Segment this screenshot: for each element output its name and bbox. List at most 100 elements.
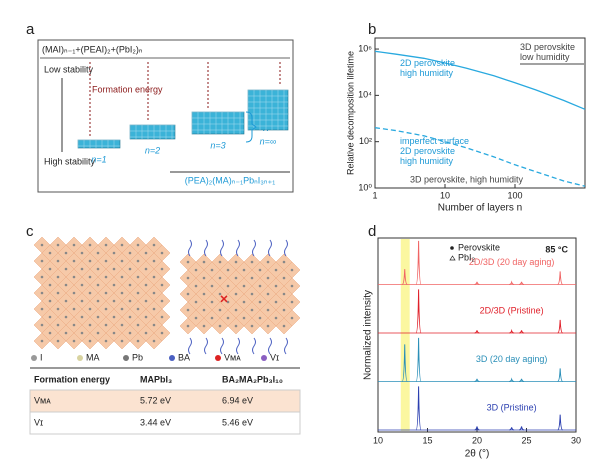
panel-c-drawing: × I MA Pb BA Vᴍᴀ Vɪ Formation energy MAPbI₃ BA₂MA…	[29, 236, 301, 435]
atom	[104, 323, 108, 327]
table-cell: 5.72 eV	[140, 395, 171, 405]
atom	[250, 308, 254, 312]
atom	[120, 339, 124, 343]
annotation: 3D perovskite, high humidity	[410, 174, 524, 184]
y-tick-label: 10⁶	[358, 43, 372, 53]
legend-label: MA	[86, 352, 100, 362]
atom	[96, 251, 100, 255]
legend-label: I	[40, 352, 43, 362]
atom	[48, 283, 52, 287]
x-tick-label: 10	[440, 190, 450, 200]
atom	[144, 267, 148, 271]
atom	[80, 251, 84, 255]
atom	[120, 243, 124, 247]
atom	[104, 259, 108, 263]
atom	[120, 307, 124, 311]
atom	[290, 284, 294, 288]
x-axis-label: 2θ (°)	[465, 449, 490, 459]
ba-chain	[284, 337, 288, 355]
y-axis-label: Normalized intensity	[363, 290, 374, 380]
atom	[144, 251, 148, 255]
atom	[88, 275, 92, 279]
atom	[282, 324, 286, 328]
atom	[40, 323, 44, 327]
peak	[415, 386, 422, 431]
peak	[557, 319, 563, 334]
atom	[274, 316, 278, 320]
y-tick-label: 10⁴	[358, 90, 372, 100]
series-line	[374, 50, 586, 110]
atom	[152, 323, 156, 327]
series-label: 2D/3D (Pristine)	[480, 306, 544, 316]
atom	[48, 267, 52, 271]
atom	[88, 291, 92, 295]
legend-label: Vɪ	[270, 352, 279, 362]
ba-chain	[236, 239, 240, 257]
atom	[48, 251, 52, 255]
ba-chain	[204, 239, 208, 257]
atom	[266, 292, 270, 296]
peak	[509, 328, 515, 334]
atom	[64, 251, 68, 255]
atom	[128, 251, 132, 255]
atom	[64, 299, 68, 303]
ba-chain	[188, 239, 192, 257]
legend-label: PbI₂	[458, 252, 476, 262]
atom	[218, 292, 222, 296]
series-line	[374, 127, 586, 187]
atom	[72, 339, 76, 343]
phase-label: n=∞	[260, 136, 277, 146]
legend-symbol	[123, 355, 129, 361]
atom	[80, 299, 84, 303]
atom	[56, 291, 60, 295]
atom	[128, 283, 132, 287]
atom	[80, 283, 84, 287]
atom	[290, 268, 294, 272]
table-header: BA₂MA₂Pb₃I₁₀	[222, 374, 283, 384]
high-stability: High stability	[44, 156, 96, 166]
atom	[186, 276, 190, 280]
series-label: 3D (Pristine)	[487, 403, 537, 413]
atom	[234, 308, 238, 312]
ba-chain	[268, 239, 272, 257]
atom	[72, 259, 76, 263]
peak	[474, 378, 480, 382]
atom	[144, 331, 148, 335]
legend-symbol	[261, 355, 267, 361]
atom	[64, 267, 68, 271]
panel-label: a	[26, 21, 35, 38]
atom	[218, 324, 222, 328]
atom	[186, 308, 190, 312]
atom	[112, 251, 116, 255]
atom	[104, 275, 108, 279]
atom	[40, 259, 44, 263]
peak	[474, 426, 480, 431]
atom	[250, 276, 254, 280]
ba-chain	[220, 239, 224, 257]
ba-chain	[252, 239, 256, 257]
legend-symbol	[449, 255, 456, 261]
atom	[202, 324, 206, 328]
x-tick-label: 100	[507, 190, 522, 200]
atom	[152, 291, 156, 295]
atom	[250, 260, 254, 264]
atom	[242, 300, 246, 304]
atom	[112, 315, 116, 319]
atom	[186, 324, 190, 328]
atom	[242, 284, 246, 288]
atom	[218, 276, 222, 280]
atom	[226, 300, 230, 304]
peak	[519, 378, 525, 382]
atom	[64, 331, 68, 335]
atom	[258, 316, 262, 320]
peak	[401, 344, 408, 382]
atom	[40, 291, 44, 295]
atom	[48, 331, 52, 335]
series-label: 2D/3D (20 day aging)	[469, 257, 555, 267]
atom	[104, 243, 108, 247]
atom	[128, 299, 132, 303]
legend-symbol	[215, 355, 221, 361]
atom	[234, 292, 238, 296]
peak	[474, 281, 480, 285]
atom	[210, 300, 214, 304]
